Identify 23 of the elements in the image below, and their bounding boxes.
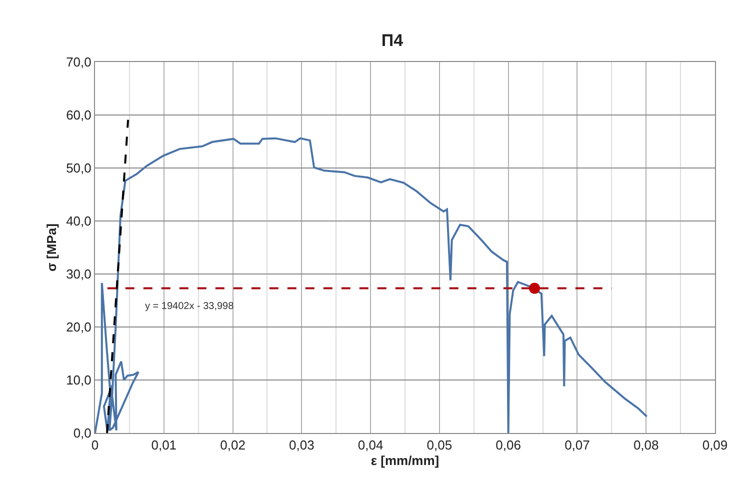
x-tick-label: 0,09 — [702, 438, 728, 453]
x-tick-label: 0,03 — [289, 438, 314, 453]
y-axis-title: σ [MPa] — [44, 224, 60, 272]
x-tick-label: 0,04 — [358, 438, 384, 453]
y-tick-label: 20,0 — [66, 320, 92, 335]
y-tick-label: 0,0 — [73, 426, 92, 441]
x-tick-label: 0 — [91, 438, 99, 453]
x-tick-label: 0,06 — [496, 438, 521, 453]
y-tick-label: 40,0 — [66, 214, 92, 229]
y-tick-label: 30,0 — [66, 266, 92, 282]
y-tick-label: 60,0 — [66, 108, 92, 123]
line-series — [95, 137, 648, 433]
x-tick-label: 0,08 — [633, 438, 659, 453]
x-tick-label: 0,02 — [220, 438, 246, 453]
x-tick-label: 0,07 — [564, 438, 590, 453]
x-tick-label: 0,01 — [151, 438, 177, 453]
y-tick-label: 10,0 — [66, 372, 92, 388]
y-tick-label: 70,0 — [66, 54, 92, 70]
x-axis-title: ε [mm/mm] — [370, 453, 440, 468]
x-tick-label: 0,05 — [426, 438, 452, 453]
annotation: y = 19402x - 33,998 — [145, 301, 234, 312]
chart-title: П4 — [381, 31, 404, 50]
y-tick-label: 50,0 — [66, 160, 92, 176]
